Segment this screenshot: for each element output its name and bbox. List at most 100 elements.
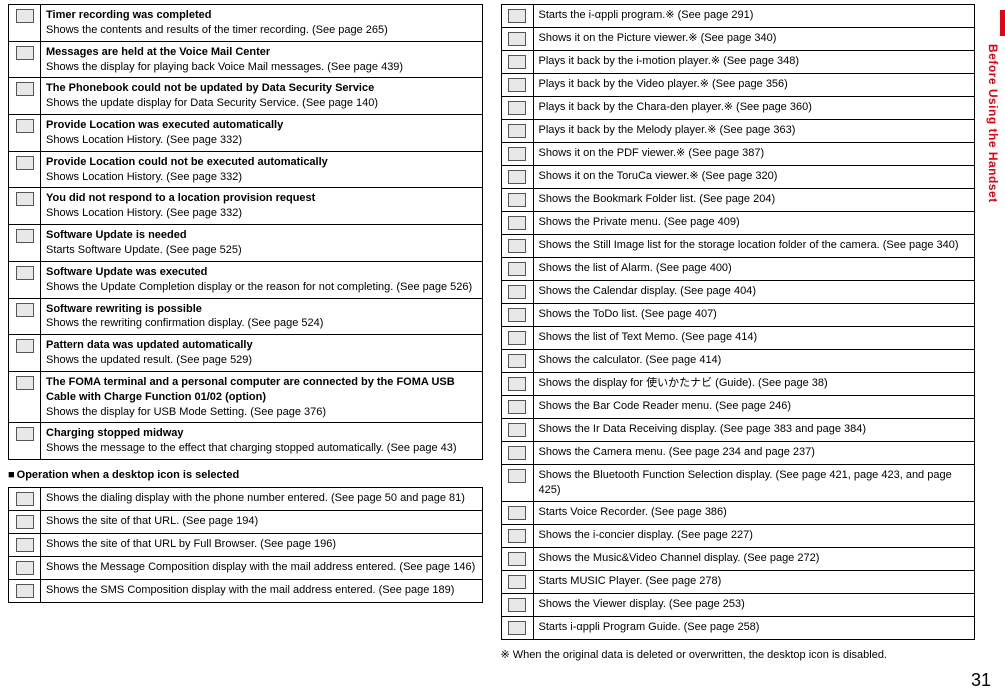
placeholder-icon xyxy=(16,82,34,96)
table-row: Starts the i-αppli program.※ (See page 2… xyxy=(501,5,975,28)
placeholder-icon xyxy=(508,101,526,115)
entry-body: Shows the Still Image list for the stora… xyxy=(539,238,970,253)
table-row: Software Update is neededStarts Software… xyxy=(9,225,483,262)
placeholder-icon xyxy=(508,423,526,437)
entry-body: Shows the Update Completion display or t… xyxy=(46,280,477,295)
entry-body: Shows it on the ToruCa viewer.※ (See pag… xyxy=(539,169,970,184)
table-row: Shows the SMS Composition display with t… xyxy=(9,579,483,602)
row-text-cell: Shows the dialing display with the phone… xyxy=(41,487,483,510)
row-icon xyxy=(501,97,533,120)
row-icon xyxy=(9,423,41,460)
table-row: Starts i-αppli Program Guide. (See page … xyxy=(501,616,975,639)
row-text-cell: Shows the display for 使いかたナビ (Guide). (S… xyxy=(533,373,975,396)
page-number: 31 xyxy=(971,668,991,692)
row-text-cell: Shows the calculator. (See page 414) xyxy=(533,350,975,373)
entry-body: Shows the site of that URL by Full Brows… xyxy=(46,537,477,552)
row-icon xyxy=(501,189,533,212)
placeholder-icon xyxy=(16,492,34,506)
placeholder-icon xyxy=(508,575,526,589)
side-tab: Before Using the Handset xyxy=(985,10,1005,210)
placeholder-icon xyxy=(508,400,526,414)
entry-title: The Phonebook could not be updated by Da… xyxy=(46,81,477,96)
entry-body: Shows it on the Picture viewer.※ (See pa… xyxy=(539,31,970,46)
placeholder-icon xyxy=(508,124,526,138)
entry-body: Shows it on the PDF viewer.※ (See page 3… xyxy=(539,146,970,161)
entry-body: Shows the Bookmark Folder list. (See pag… xyxy=(539,192,970,207)
placeholder-icon xyxy=(508,377,526,391)
table-row: Starts Voice Recorder. (See page 386) xyxy=(501,501,975,524)
placeholder-icon xyxy=(16,339,34,353)
entry-title: Provide Location could not be executed a… xyxy=(46,155,477,170)
row-text-cell: Messages are held at the Voice Mail Cent… xyxy=(41,41,483,78)
row-text-cell: Software Update is neededStarts Software… xyxy=(41,225,483,262)
table-row: The Phonebook could not be updated by Da… xyxy=(9,78,483,115)
placeholder-icon xyxy=(508,446,526,460)
table-row: Plays it back by the i-motion player.※ (… xyxy=(501,51,975,74)
side-red-bar xyxy=(1000,10,1005,36)
placeholder-icon xyxy=(16,584,34,598)
entry-body: Shows the dialing display with the phone… xyxy=(46,491,477,506)
row-text-cell: Provide Location could not be executed a… xyxy=(41,151,483,188)
table-row: Timer recording was completedShows the c… xyxy=(9,5,483,42)
placeholder-icon xyxy=(16,303,34,317)
table-row: Shows the ToDo list. (See page 407) xyxy=(501,304,975,327)
table-row: Shows it on the PDF viewer.※ (See page 3… xyxy=(501,143,975,166)
placeholder-icon xyxy=(16,156,34,170)
row-text-cell: Provide Location was executed automatica… xyxy=(41,115,483,152)
row-icon xyxy=(9,533,41,556)
row-text-cell: Shows the site of that URL by Full Brows… xyxy=(41,533,483,556)
table-row: Charging stopped midwayShows the message… xyxy=(9,423,483,460)
row-icon xyxy=(501,350,533,373)
row-icon xyxy=(501,5,533,28)
entry-body: Shows the list of Alarm. (See page 400) xyxy=(539,261,970,276)
placeholder-icon xyxy=(16,561,34,575)
row-text-cell: Shows the SMS Composition display with t… xyxy=(41,579,483,602)
row-text-cell: Shows the Bookmark Folder list. (See pag… xyxy=(533,189,975,212)
footnote: ※ When the original data is deleted or o… xyxy=(501,648,976,663)
table-row: Shows the Bluetooth Function Selection d… xyxy=(501,465,975,502)
placeholder-icon xyxy=(508,239,526,253)
entry-body: Shows the SMS Composition display with t… xyxy=(46,583,477,598)
placeholder-icon xyxy=(508,529,526,543)
placeholder-icon xyxy=(16,266,34,280)
table-row: Software rewriting is possibleShows the … xyxy=(9,298,483,335)
table-row: Pattern data was updated automaticallySh… xyxy=(9,335,483,372)
row-text-cell: Plays it back by the Melody player.※ (Se… xyxy=(533,120,975,143)
row-text-cell: Plays it back by the i-motion player.※ (… xyxy=(533,51,975,74)
row-icon xyxy=(501,120,533,143)
row-text-cell: Shows the Private menu. (See page 409) xyxy=(533,212,975,235)
row-text-cell: Shows the ToDo list. (See page 407) xyxy=(533,304,975,327)
row-text-cell: Starts Voice Recorder. (See page 386) xyxy=(533,501,975,524)
row-text-cell: Starts i-αppli Program Guide. (See page … xyxy=(533,616,975,639)
placeholder-icon xyxy=(508,308,526,322)
entry-title: Software Update is needed xyxy=(46,228,477,243)
row-icon xyxy=(9,151,41,188)
table-row: Shows the Calendar display. (See page 40… xyxy=(501,281,975,304)
row-icon xyxy=(501,327,533,350)
table-row: Software Update was executedShows the Up… xyxy=(9,261,483,298)
right-column: Starts the i-αppli program.※ (See page 2… xyxy=(501,4,976,663)
row-icon xyxy=(501,419,533,442)
entry-body: Plays it back by the Video player.※ (See… xyxy=(539,77,970,92)
placeholder-icon xyxy=(508,193,526,207)
entry-title: Provide Location was executed automatica… xyxy=(46,118,477,133)
table-row: Shows the Message Composition display wi… xyxy=(9,556,483,579)
left-column: Timer recording was completedShows the c… xyxy=(8,4,483,663)
entry-body: Shows the update display for Data Securi… xyxy=(46,96,477,111)
placeholder-icon xyxy=(16,192,34,206)
placeholder-icon xyxy=(508,285,526,299)
entry-body: Shows the ToDo list. (See page 407) xyxy=(539,307,970,322)
table-row: Starts MUSIC Player. (See page 278) xyxy=(501,570,975,593)
side-tab-text: Before Using the Handset xyxy=(985,44,1001,203)
table-row: Shows it on the Picture viewer.※ (See pa… xyxy=(501,28,975,51)
row-icon xyxy=(501,501,533,524)
row-text-cell: Shows the site of that URL. (See page 19… xyxy=(41,510,483,533)
row-icon xyxy=(9,510,41,533)
row-icon xyxy=(501,616,533,639)
table-row: Shows the Bookmark Folder list. (See pag… xyxy=(501,189,975,212)
row-text-cell: Shows the Viewer display. (See page 253) xyxy=(533,593,975,616)
row-icon xyxy=(9,41,41,78)
table-row: Provide Location was executed automatica… xyxy=(9,115,483,152)
entry-body: Shows the Private menu. (See page 409) xyxy=(539,215,970,230)
entry-body: Shows the list of Text Memo. (See page 4… xyxy=(539,330,970,345)
